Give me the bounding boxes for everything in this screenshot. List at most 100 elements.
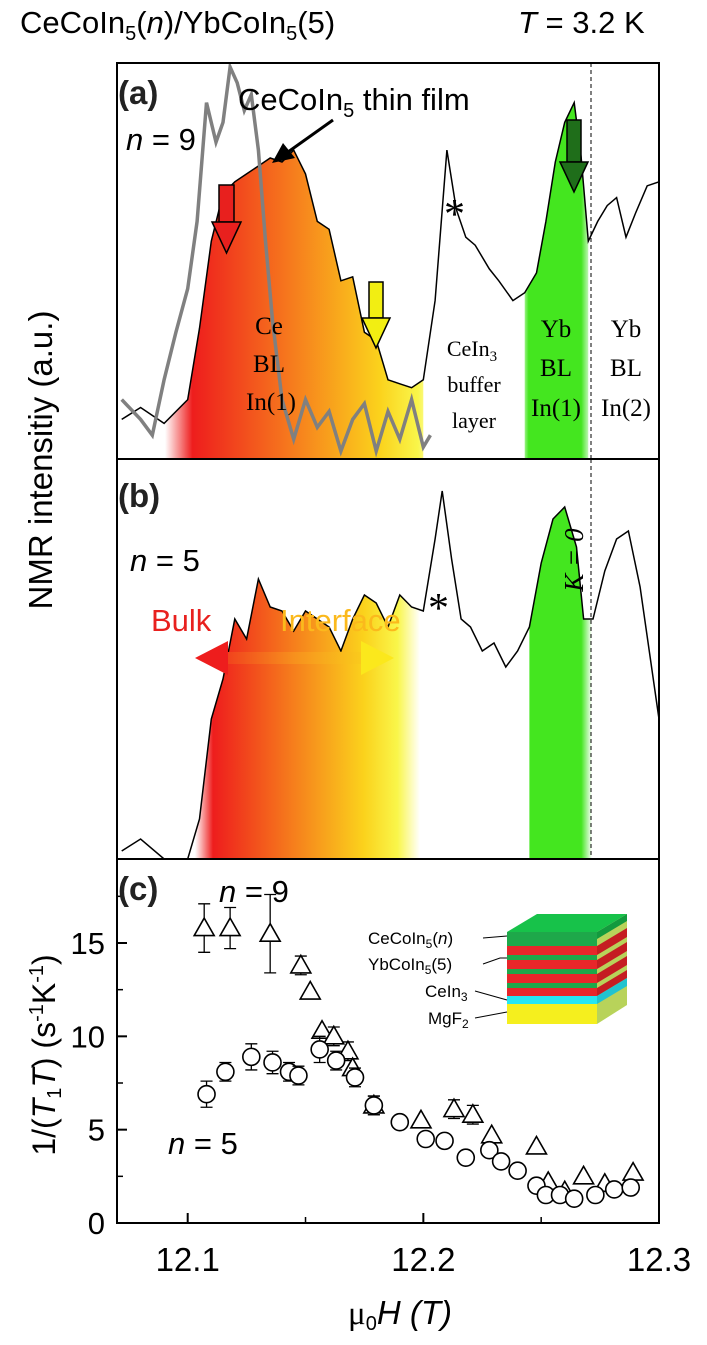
n9-data-point — [258, 893, 282, 974]
n5-data-point — [586, 1185, 605, 1205]
n5-data-point — [621, 1178, 641, 1197]
n9-data-point — [310, 1019, 334, 1040]
y-tick-label: 15 — [71, 926, 105, 961]
n9-data-point — [525, 1134, 548, 1155]
y-axis-label-t1t: 1/(T1T) (s-1K-1) — [26, 954, 66, 1155]
y-tick-label: 0 — [88, 1206, 105, 1241]
y-tick-label: 5 — [88, 1113, 105, 1148]
n9-data-point — [572, 1164, 595, 1185]
inset-leader-lines — [474, 935, 508, 1019]
svg-text:CeIn3: CeIn3 — [447, 336, 497, 365]
interface-label: Interface — [280, 603, 401, 638]
inset-label-cein3: CeIn3 — [425, 982, 468, 1004]
figure-title: CeCoIn5(n)/YbCoIn5(5) — [20, 5, 335, 45]
n5-data-point — [480, 1140, 499, 1160]
inset-labels: CeCoIn5(n) YbCoIn5(5) CeIn3 MgF2 — [368, 929, 469, 1031]
n9-data-point — [218, 906, 242, 950]
c-data-points — [192, 893, 645, 1209]
n5-data-point — [263, 1050, 282, 1075]
x-tick-label: 12.1 — [156, 1241, 220, 1278]
x-axis-label: μ0H (T) — [348, 1294, 452, 1335]
n9-data-point — [442, 1097, 466, 1120]
svg-text:In(2): In(2) — [601, 395, 651, 422]
ce-bl-in1-label: Ce BL In(1) — [246, 313, 296, 416]
n9-data-point — [298, 979, 322, 1000]
n5-data-point — [216, 1061, 235, 1082]
panel-frames — [116, 62, 660, 1224]
yb-bl-fill-b — [529, 507, 593, 859]
n9-label-c: n = 9 — [219, 874, 289, 909]
yb-bl-in2-label: Yb BL In(2) — [601, 316, 651, 422]
inset-label-mgf2: MgF2 — [428, 1009, 469, 1031]
n5-data-point — [564, 1189, 584, 1209]
svg-text:In(1): In(1) — [246, 389, 296, 416]
svg-text:BL: BL — [540, 355, 572, 382]
bulk-label: Bulk — [151, 603, 212, 638]
n9-label-a: n = 9 — [126, 122, 196, 157]
spectrum-n9-line — [121, 99, 659, 425]
n9-data-point — [480, 1123, 504, 1144]
n5-data-point — [345, 1067, 365, 1088]
inset-label-cecoin5: CeCoIn5(n) — [368, 929, 453, 951]
spectrum-n5-line — [121, 490, 659, 859]
n5-label-c: n = 5 — [168, 1126, 238, 1161]
c-tick-labels: 0 5 10 15 12.1 12.2 12.3 — [71, 926, 692, 1278]
y-tick-label: 10 — [71, 1019, 105, 1054]
n5-data-point — [604, 1180, 624, 1199]
yb-bl-in1-fill — [524, 102, 589, 459]
n9-data-point — [192, 903, 216, 953]
thin-film-spectrum-line — [120, 63, 432, 458]
x-tick-label: 12.3 — [627, 1241, 691, 1278]
svg-text:BL: BL — [610, 355, 642, 382]
n5-data-point — [508, 1161, 527, 1181]
svg-text:Yb: Yb — [611, 316, 642, 343]
red-arrow — [210, 184, 243, 255]
n5-label-b: n = 5 — [130, 543, 200, 578]
svg-text:Yb: Yb — [541, 316, 572, 343]
bulk-interface-arrow — [195, 641, 394, 675]
n5-data-point — [435, 1131, 454, 1151]
x-tick-label: 12.2 — [391, 1241, 455, 1278]
n5-data-point — [289, 1065, 308, 1086]
n5-data-point — [456, 1148, 476, 1167]
n5-data-point — [197, 1080, 216, 1108]
thin-film-pointer-arrow — [272, 118, 334, 163]
n9-data-point — [461, 1103, 485, 1125]
panel-a-label: (a) — [118, 74, 158, 111]
cein3-buffer-layer-label: CeIn3 buffer layer — [447, 336, 501, 433]
k0-label: K = 0 — [559, 528, 589, 593]
svg-text:BL: BL — [253, 351, 285, 378]
inset-top-face — [507, 914, 627, 932]
temperature-label: T = 3.2 K — [518, 5, 645, 40]
n9-data-point — [289, 953, 313, 976]
panel-c: 0 5 10 15 12.1 12.2 12.3 (c) n = 9 n = 5 — [26, 870, 691, 1278]
svg-text:Ce: Ce — [255, 313, 283, 340]
n9-data-point — [409, 1108, 433, 1129]
inset-label-ybcoin5: YbCoIn5(5) — [368, 955, 452, 977]
panel-b: (b) n = 5 Bulk Interface * K = 0 — [118, 459, 659, 859]
yb-bl-in1-label: Yb BL In(1) — [531, 316, 581, 422]
n5-data-point — [364, 1095, 384, 1116]
thin-film-label: CeCoIn5 thin film — [238, 82, 470, 122]
n9-data-point — [621, 1160, 645, 1181]
y-axis-label-nmr: NMR intensitiy (a.u.) — [22, 311, 59, 610]
green-arrow — [558, 119, 590, 194]
asterisk-a: * — [444, 192, 465, 238]
layer-stack-inset — [507, 914, 627, 1024]
svg-text:In(1): In(1) — [531, 395, 581, 422]
n5-data-point — [491, 1152, 511, 1171]
panel-b-label: (b) — [118, 477, 160, 514]
panel-c-label: (c) — [118, 870, 158, 907]
n5-data-point — [326, 1050, 346, 1071]
yellow-arrow — [360, 281, 392, 350]
c-ticks — [117, 895, 660, 1224]
n5-data-point — [390, 1112, 410, 1132]
n5-data-point — [242, 1043, 261, 1071]
svg-text:layer: layer — [452, 408, 497, 433]
svg-text:buffer: buffer — [447, 372, 501, 397]
asterisk-b: * — [428, 586, 449, 632]
n5-data-point — [416, 1129, 436, 1149]
n5-data-point — [310, 1035, 329, 1064]
n9-data-point — [322, 1024, 346, 1047]
